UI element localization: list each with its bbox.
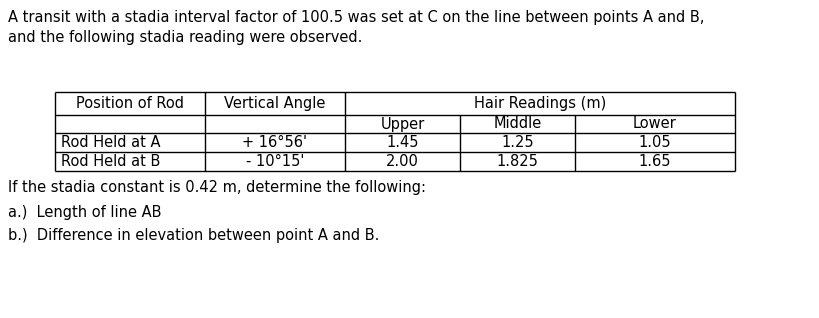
Text: Hair Readings (m): Hair Readings (m)	[474, 96, 606, 111]
Text: Middle: Middle	[493, 116, 541, 132]
Text: - 10°15': - 10°15'	[246, 154, 304, 169]
Text: Rod Held at B: Rod Held at B	[61, 154, 161, 169]
Text: 1.65: 1.65	[639, 154, 672, 169]
Text: a.)  Length of line AB: a.) Length of line AB	[8, 205, 161, 220]
Text: If the stadia constant is 0.42 m, determine the following:: If the stadia constant is 0.42 m, determ…	[8, 180, 426, 195]
Text: 1.05: 1.05	[639, 135, 672, 150]
Text: + 16°56': + 16°56'	[242, 135, 307, 150]
Text: 1.25: 1.25	[501, 135, 534, 150]
Text: Rod Held at A: Rod Held at A	[61, 135, 161, 150]
Text: and the following stadia reading were observed.: and the following stadia reading were ob…	[8, 30, 362, 45]
Text: 2.00: 2.00	[386, 154, 419, 169]
Text: Vertical Angle: Vertical Angle	[224, 96, 326, 111]
Text: 1.825: 1.825	[496, 154, 538, 169]
Text: Upper: Upper	[380, 116, 424, 132]
Text: A transit with a stadia interval factor of 100.5 was set at C on the line betwee: A transit with a stadia interval factor …	[8, 10, 704, 25]
Text: b.)  Difference in elevation between point A and B.: b.) Difference in elevation between poin…	[8, 228, 379, 243]
Text: Lower: Lower	[633, 116, 676, 132]
Text: Position of Rod: Position of Rod	[76, 96, 184, 111]
Text: 1.45: 1.45	[387, 135, 419, 150]
